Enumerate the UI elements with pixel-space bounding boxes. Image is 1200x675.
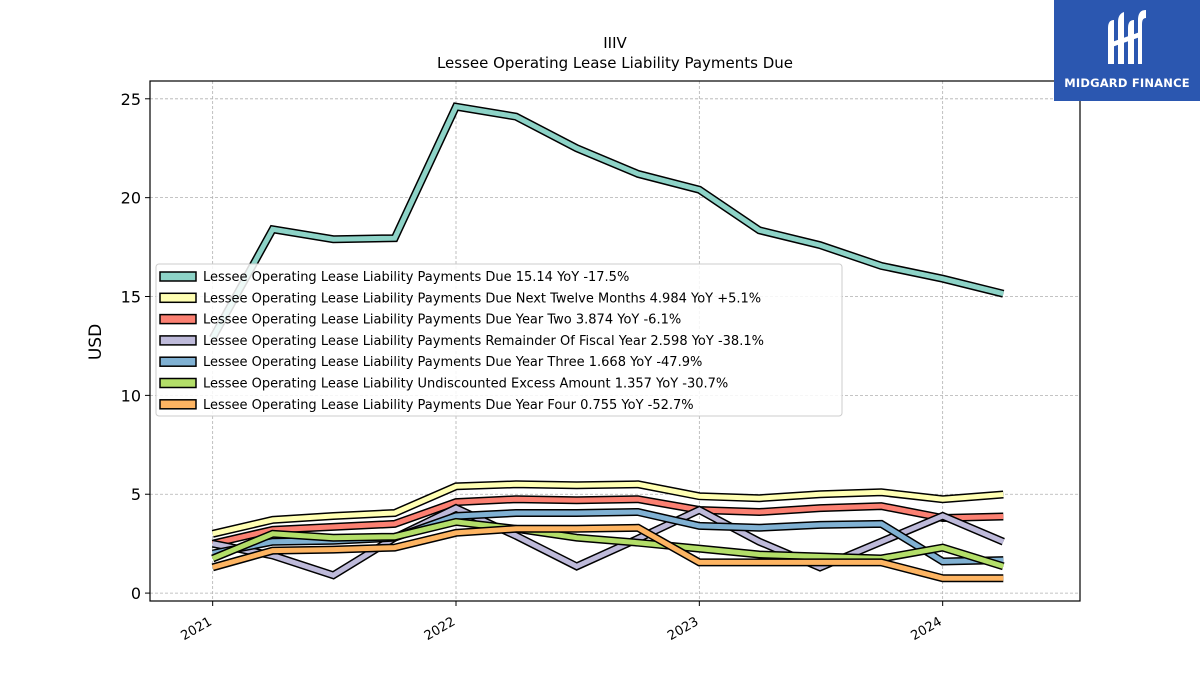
x-tick-label: 2021 [179, 614, 215, 644]
series-layer [209, 102, 1005, 583]
legend-box [155, 263, 843, 417]
legend-entry: Lessee Operating Lease Liability Payment… [203, 270, 629, 285]
x-tick-label: 2022 [422, 614, 458, 644]
y-axis-label: USD [86, 324, 106, 360]
y-tick-label: 15 [121, 288, 141, 307]
legend-entry: Lessee Operating Lease Liability Payment… [203, 398, 694, 413]
x-tick-label: 2023 [665, 614, 701, 644]
series-stroke [212, 525, 1004, 581]
series-stroke [210, 103, 1004, 340]
midgard-m-logo-icon [1108, 10, 1146, 64]
legend-entry: Lessee Operating Lease Liability Payment… [203, 291, 761, 306]
legend-swatch [159, 377, 197, 389]
series-line-6 [211, 517, 1005, 571]
legend-entry: Lessee Operating Lease Liability Undisco… [203, 377, 728, 392]
series-line-7 [211, 523, 1004, 583]
legend-swatch [159, 356, 197, 367]
y-tick-label: 5 [131, 485, 141, 504]
series-stroke [211, 519, 1005, 569]
series-line-4 [211, 503, 1005, 580]
chart-title: Lessee Operating Lease Liability Payment… [437, 54, 793, 72]
chart-supertitle: IIIV [603, 34, 627, 52]
legend-swatch [159, 271, 197, 282]
legend-swatch [159, 313, 197, 325]
x-axis: 2021 2022 2023 2024 [179, 601, 945, 644]
x-tick-label: 2024 [909, 614, 945, 644]
y-tick-label: 20 [121, 189, 141, 208]
series-line-2 [211, 480, 1004, 538]
y-tick-label: 25 [121, 90, 141, 109]
brand-logo: MIDGARD FINANCE [1054, 0, 1200, 101]
series-line-3 [211, 495, 1004, 548]
legend-swatch [159, 399, 197, 410]
legend-swatch [159, 292, 197, 304]
series-stroke [212, 505, 1005, 579]
legend-entry: Lessee Operating Lease Liability Payment… [203, 355, 702, 370]
legend-entry: Lessee Operating Lease Liability Payment… [203, 334, 764, 349]
series-line-1 [209, 102, 1005, 340]
legend: Lessee Operating Lease Liability Payment… [155, 263, 843, 417]
series-stroke [212, 496, 1004, 547]
legend-swatch [159, 335, 197, 346]
y-axis: 0 5 10 15 20 25 [121, 90, 150, 603]
series-stroke [212, 481, 1004, 537]
y-tick-label: 10 [121, 386, 141, 405]
y-tick-label: 0 [131, 584, 141, 603]
legend-entry: Lessee Operating Lease Liability Payment… [203, 313, 681, 328]
plot-frame [149, 80, 1081, 602]
logo-text: MIDGARD FINANCE [1064, 76, 1190, 90]
